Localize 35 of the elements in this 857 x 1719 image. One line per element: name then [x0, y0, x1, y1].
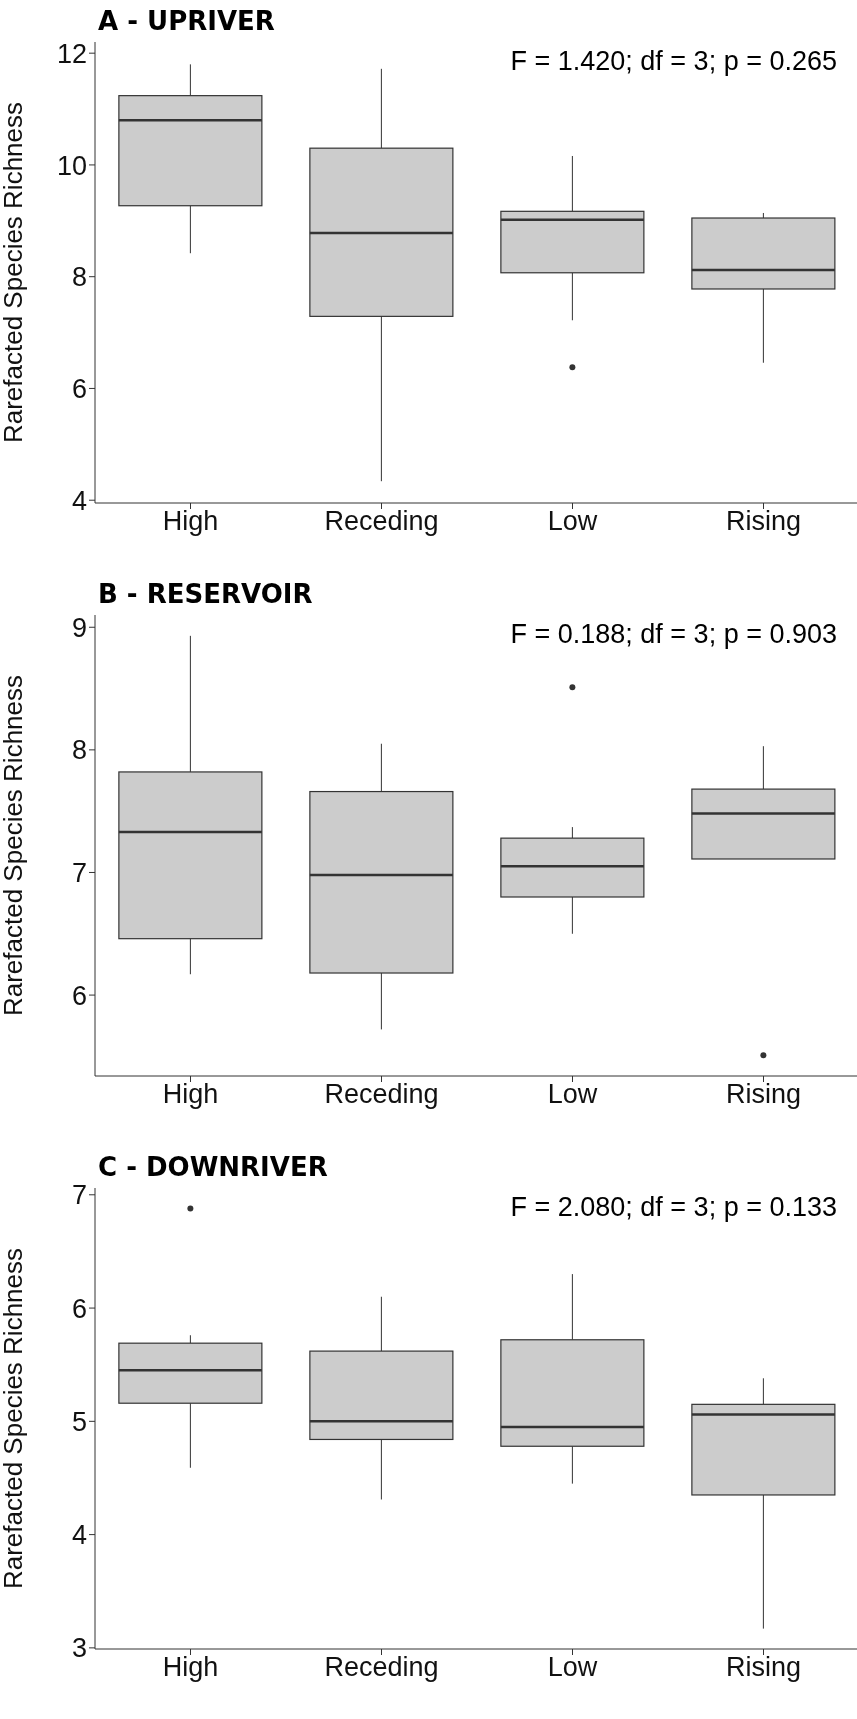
y-axis-title: Rarefacted Species Richness	[0, 674, 29, 1017]
x-tick-label: High	[162, 1652, 219, 1683]
y-axis-title: Rarefacted Species Richness	[0, 1247, 29, 1590]
y-tick-label: 10	[56, 150, 87, 181]
y-axis-title: Rarefacted Species Richness	[0, 101, 29, 444]
y-tick-label: 8	[71, 262, 87, 293]
y-tick-label: 6	[71, 980, 87, 1011]
x-tick-label: Rising	[725, 1652, 802, 1683]
y-tick-label: 3	[71, 1633, 87, 1664]
x-tick-label: Receding	[324, 1079, 439, 1110]
x-tick-label: High	[162, 506, 219, 537]
y-tick-label: 8	[71, 735, 87, 766]
y-tick-label: 9	[71, 612, 87, 643]
y-tick-label: 7	[71, 1180, 87, 1211]
y-tick-label: 4	[71, 485, 87, 516]
y-tick-label: 5	[71, 1406, 87, 1437]
y-tick-label: 6	[71, 374, 87, 405]
chart-title: B - RESERVOIR	[98, 579, 313, 609]
x-tick-label: Rising	[725, 506, 802, 537]
x-tick-label: Receding	[324, 1652, 439, 1683]
x-tick-label: Low	[547, 506, 598, 537]
chart-title: C - DOWNRIVER	[98, 1152, 328, 1182]
chart-title: A - UPRIVER	[98, 6, 275, 36]
annotation: F = 2.080; df = 3; p = 0.133	[510, 1192, 837, 1223]
annotation: F = 0.188; df = 3; p = 0.903	[510, 619, 837, 650]
y-tick-label: 12	[56, 38, 87, 69]
x-tick-label: Low	[547, 1079, 598, 1110]
x-tick-label: Low	[547, 1652, 598, 1683]
annotation: F = 1.420; df = 3; p = 0.265	[510, 46, 837, 77]
y-tick-label: 4	[71, 1520, 87, 1551]
y-tick-label: 7	[71, 858, 87, 889]
x-tick-label: High	[162, 1079, 219, 1110]
x-tick-label: Receding	[324, 506, 439, 537]
x-tick-label: Rising	[725, 1079, 802, 1110]
y-tick-label: 6	[71, 1293, 87, 1324]
